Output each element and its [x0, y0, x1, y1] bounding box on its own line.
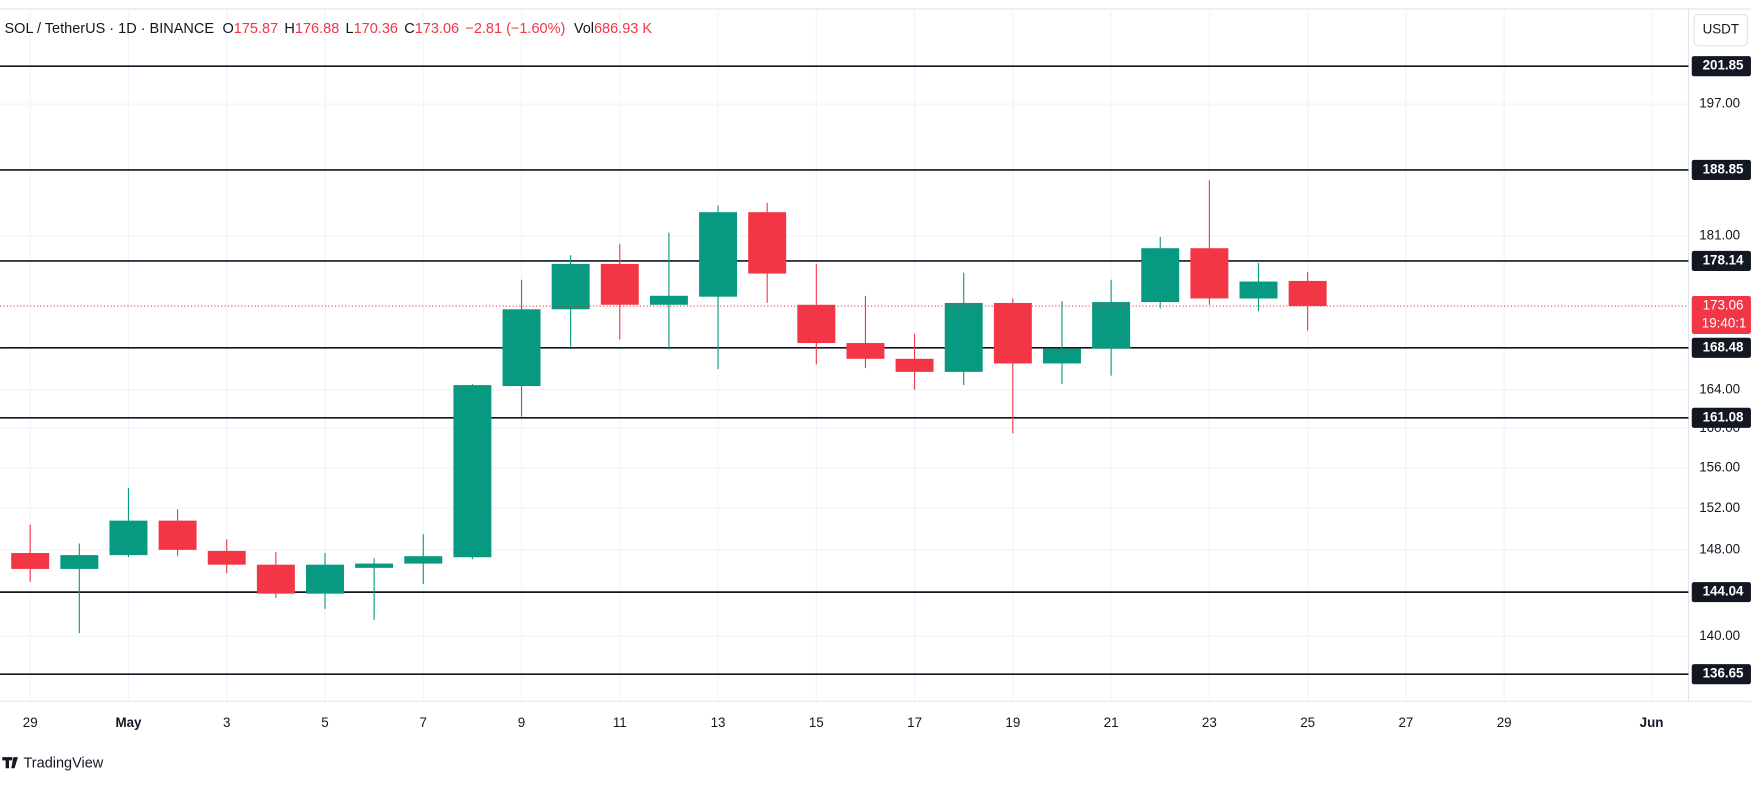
level-label-bg — [1691, 56, 1751, 77]
candle-body — [649, 295, 688, 305]
x-tick-label: 9 — [518, 715, 525, 730]
level-label-bg — [1691, 407, 1751, 428]
level-label-bg — [1691, 664, 1751, 685]
candle-body — [453, 385, 492, 558]
x-tick-label: 23 — [1202, 715, 1217, 730]
candle-body — [404, 556, 443, 564]
candle-body — [748, 212, 787, 274]
candle-body — [355, 563, 394, 568]
candle-body — [109, 520, 148, 556]
candle-body — [1190, 248, 1229, 299]
candle-body — [846, 343, 885, 359]
last-price-label: 173.06 — [1703, 298, 1744, 313]
level-label: 168.48 — [1703, 339, 1744, 354]
symbol: SOL / TetherUS · 1D · BINANCE — [5, 21, 215, 37]
candle-body — [895, 358, 934, 372]
x-tick-label: Jun — [1640, 715, 1664, 730]
y-tick-label: 156.00 — [1699, 459, 1740, 474]
candle-body — [256, 564, 295, 594]
level-label-bg — [1691, 337, 1751, 358]
change: −2.81 (−1.60%) — [465, 21, 565, 37]
level-label: 178.14 — [1703, 252, 1744, 267]
ohlc-value: 173.06 — [415, 21, 459, 37]
currency[interactable]: USDT — [1703, 22, 1739, 37]
x-tick-label: 7 — [420, 715, 427, 730]
currency-button[interactable] — [1693, 13, 1749, 47]
x-tick-label: 29 — [1497, 715, 1512, 730]
level-label: 201.85 — [1703, 58, 1744, 73]
x-tick-label: 11 — [613, 715, 627, 730]
candle-body — [1141, 248, 1180, 303]
candle-body — [1042, 348, 1081, 364]
x-tick-label: 3 — [223, 715, 230, 730]
last-price-bg — [1691, 295, 1751, 334]
x-tick-label: 27 — [1398, 715, 1413, 730]
candle-body — [944, 302, 983, 372]
candle-body — [1239, 281, 1278, 299]
candle-body — [551, 263, 590, 310]
candle-body — [993, 302, 1032, 364]
ohlc-label: O — [223, 21, 234, 37]
candle-body — [306, 564, 344, 594]
ohlc-label: C — [404, 21, 414, 37]
x-tick-label: 21 — [1104, 715, 1119, 730]
candle-body — [207, 550, 246, 565]
x-tick-label: 29 — [23, 715, 38, 730]
level-label: 161.08 — [1703, 409, 1744, 424]
brand: TradingView — [24, 756, 104, 772]
candle-body — [502, 309, 541, 387]
candle-body — [1288, 280, 1327, 307]
x-tick-label: 5 — [321, 715, 328, 730]
candle-body — [797, 304, 836, 344]
level-label: 136.65 — [1703, 666, 1744, 681]
x-tick-label: 19 — [1005, 715, 1020, 730]
y-tick-label: 148.00 — [1699, 541, 1740, 556]
ohlc-label: L — [346, 21, 354, 37]
y-tick-label: 164.00 — [1699, 381, 1740, 396]
level-label: 144.04 — [1703, 584, 1744, 599]
ohlc-label: H — [284, 21, 294, 37]
level-label-bg — [1691, 250, 1751, 271]
brand-logo — [2, 757, 18, 769]
level-label: 188.85 — [1703, 161, 1744, 176]
ohlc-value: 170.36 — [354, 21, 398, 37]
y-tick-label: 181.00 — [1699, 228, 1740, 243]
candle-body — [1092, 302, 1131, 349]
x-tick-label: May — [115, 715, 142, 730]
candle-body — [11, 553, 50, 569]
volume-label: Vol — [574, 21, 594, 37]
ohlc-value: 175.87 — [234, 21, 278, 37]
candle-body — [699, 212, 738, 297]
x-tick-label: 13 — [711, 715, 726, 730]
y-tick-label: 197.00 — [1699, 96, 1740, 111]
volume-value: 686.93 K — [594, 21, 652, 37]
candle-body — [600, 263, 639, 305]
countdown: 19:40:1 — [1702, 315, 1747, 330]
y-tick-label: 140.00 — [1699, 628, 1740, 643]
ohlc-value: 176.88 — [295, 21, 339, 37]
y-tick-label: 152.00 — [1699, 500, 1740, 515]
candle-body — [158, 520, 197, 550]
x-tick-label: 17 — [907, 715, 922, 730]
x-tick-label: 15 — [809, 715, 824, 730]
level-label-bg — [1691, 582, 1751, 603]
level-label-bg — [1691, 159, 1751, 180]
x-tick-label: 25 — [1300, 715, 1315, 730]
candle-body — [60, 555, 99, 569]
legend-header: SOL / TetherUS · 1D · BINANCE O175.87 H1… — [5, 21, 653, 37]
